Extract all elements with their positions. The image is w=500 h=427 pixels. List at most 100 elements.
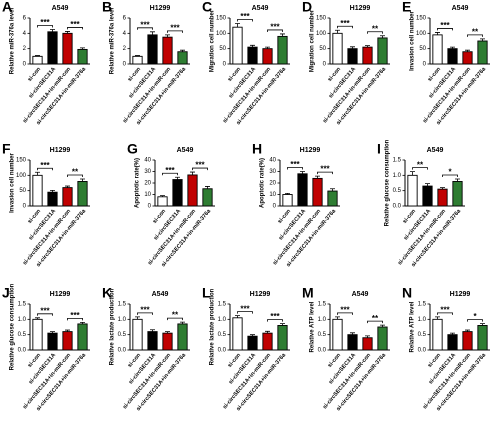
bar (62, 187, 73, 207)
significance-label: *** (40, 306, 50, 315)
panel-letter: K (102, 285, 112, 301)
bar (147, 331, 158, 351)
bar (132, 55, 143, 65)
error-bar (435, 32, 440, 35)
bar (332, 32, 343, 65)
panel-letter: I (377, 141, 381, 157)
panel-letter: H (252, 141, 262, 157)
y-tick-label: 1.5 (18, 302, 27, 308)
bar (362, 337, 373, 351)
panel-letter: J (2, 285, 10, 301)
panel: I A549 Relative glucose consumption 0.0 0.5 1… (377, 139, 465, 268)
chart-title: A549 (177, 147, 194, 154)
bar (187, 174, 198, 207)
error-bar (80, 47, 85, 50)
y-tick-label: 40 (269, 158, 276, 164)
y-axis-label: Relative ATP level (310, 301, 316, 352)
significance-bracket (267, 29, 283, 32)
y-tick-label: 1.0 (18, 317, 27, 323)
y-tick-label: 0.5 (393, 188, 402, 194)
bar (277, 325, 288, 351)
y-axis-label: Relative glucose consumption (10, 283, 16, 370)
chart-title: A549 (427, 147, 444, 154)
significance-label: *** (270, 23, 280, 32)
bar (297, 173, 308, 207)
significance-label: *** (70, 311, 80, 320)
panel-letter: L (202, 285, 211, 301)
bar (282, 194, 293, 207)
significance-bracket (237, 19, 253, 22)
panel: L H1299 Relative lactate production 0.0 0.5 1… (202, 285, 290, 412)
significance-bracket (437, 28, 453, 31)
y-tick-label: 1.0 (318, 317, 327, 323)
chart-title: A549 (352, 291, 369, 298)
error-bar (440, 187, 445, 190)
significance-bracket (267, 319, 283, 322)
error-bar (235, 315, 240, 318)
y-tick-label: 1.0 (418, 317, 427, 323)
significance-label: ** (72, 168, 79, 177)
significance-bracket (37, 313, 53, 316)
y-tick-label: 50 (219, 46, 226, 52)
bar (47, 332, 58, 351)
chart-title: H1299 (250, 291, 271, 298)
error-bar (480, 38, 485, 41)
panel-letter: D (302, 0, 312, 15)
bar (432, 34, 443, 65)
error-bar (450, 46, 455, 49)
bar (32, 174, 43, 207)
significance-label: * (448, 168, 452, 177)
error-bar (175, 176, 180, 180)
error-bar (335, 29, 340, 34)
bar (77, 48, 88, 65)
error-bar (280, 323, 285, 326)
error-bar (250, 44, 255, 48)
y-tick-label: 0.5 (218, 332, 227, 338)
y-axis-label: Migration cell number (310, 9, 316, 72)
error-bar (150, 31, 155, 35)
error-bar (380, 35, 385, 38)
y-tick-label: 1.0 (218, 317, 227, 323)
significance-bracket (67, 174, 83, 178)
significance-bracket (317, 171, 333, 175)
y-tick-label: 0.0 (418, 348, 427, 354)
y-axis-label: Apoptotic rate(%) (260, 158, 266, 208)
bar (407, 174, 418, 207)
panel-letter: N (402, 285, 412, 301)
error-bar (160, 195, 165, 197)
significance-bracket (367, 31, 383, 34)
error-bar (35, 55, 40, 57)
significance-label: *** (240, 12, 250, 21)
bar (232, 26, 243, 65)
bar (312, 177, 323, 207)
y-tick-label: 150 (416, 16, 427, 22)
bar (62, 331, 73, 351)
y-tick-label: 1.0 (393, 173, 402, 179)
error-bar (435, 316, 440, 320)
significance-bracket (467, 319, 483, 322)
error-bar (190, 171, 195, 175)
significance-bracket (367, 320, 383, 324)
significance-label: ** (372, 24, 379, 33)
bar (332, 318, 343, 351)
y-axis-label: Migration cell number (210, 9, 216, 72)
significance-bracket (67, 318, 83, 321)
bar (177, 323, 188, 351)
significance-bracket (442, 174, 458, 178)
error-bar (65, 185, 70, 188)
error-bar (50, 29, 55, 32)
error-bar (410, 171, 415, 176)
error-bar (80, 178, 85, 182)
bar (157, 196, 168, 207)
significance-label: *** (340, 19, 350, 28)
error-bar (205, 186, 210, 189)
y-tick-label: 1.0 (118, 317, 127, 323)
y-tick-label: 0.5 (118, 332, 127, 338)
bar (452, 181, 463, 207)
y-tick-label: 0.5 (18, 332, 27, 338)
chart-title: H1299 (50, 291, 71, 298)
